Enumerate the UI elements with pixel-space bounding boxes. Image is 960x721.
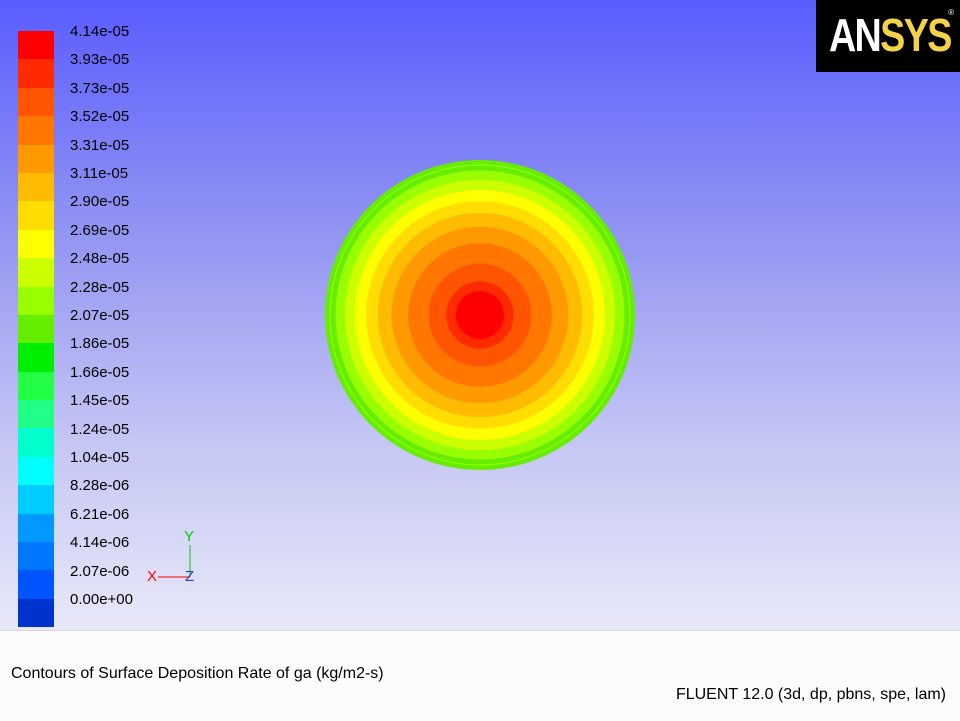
x-axis-label: X — [147, 568, 158, 585]
legend-band — [18, 400, 54, 429]
legend-label: 8.28e-06 — [70, 477, 130, 495]
legend-label: 2.90e-05 — [70, 193, 130, 211]
legend-band — [18, 116, 54, 145]
legend-band — [18, 229, 54, 259]
legend-band — [18, 314, 54, 344]
legend-label: 2.07e-05 — [70, 307, 130, 324]
legend-band — [18, 513, 54, 543]
contour-ring — [456, 291, 504, 339]
legend-label: 1.24e-05 — [70, 420, 130, 438]
legend-band — [18, 371, 54, 401]
legend-label: 1.66e-05 — [70, 363, 130, 381]
legend-label: 3.73e-05 — [70, 79, 130, 97]
legend-label: 3.11e-05 — [70, 165, 129, 182]
legend-label: 4.14e-05 — [70, 23, 130, 40]
legend-band — [18, 456, 54, 486]
legend-band — [18, 172, 54, 202]
legend-label: 2.07e-06 — [70, 562, 130, 580]
legend-label: 3.31e-05 — [70, 136, 130, 154]
legend-band — [18, 570, 54, 599]
legend-label: 3.93e-05 — [70, 51, 130, 69]
legend-band — [18, 542, 54, 571]
y-axis-label: Y — [184, 528, 195, 545]
legend-band — [18, 598, 54, 628]
legend-band — [18, 428, 54, 457]
legend-label: 6.21e-06 — [70, 505, 130, 523]
legend-band — [18, 87, 54, 117]
info-panel: Contours of Surface Deposition Rate of g… — [0, 630, 960, 721]
legend-label: 2.48e-05 — [70, 250, 130, 268]
legend-band — [18, 59, 54, 88]
legend-band — [18, 31, 54, 60]
axis-triad: Y X Z — [140, 525, 220, 595]
legend-label: 3.52e-05 — [70, 108, 130, 126]
legend-band — [18, 286, 54, 315]
solver-version: FLUENT 12.0 (3d, dp, pbns, spe, lam) — [675, 686, 946, 703]
legend-label: 1.04e-05 — [70, 449, 130, 466]
color-legend-bar — [18, 31, 54, 628]
legend-band — [18, 144, 54, 173]
legend-label: 4.14e-06 — [70, 534, 130, 552]
contour-rim — [329, 164, 631, 466]
contour-plot[interactable] — [0, 0, 960, 630]
legend-label: 1.45e-05 — [70, 392, 130, 410]
legend-label: 2.28e-05 — [70, 278, 130, 296]
legend-band — [18, 343, 54, 372]
ansys-logo: ANSYS ® — [816, 0, 960, 72]
legend-band — [18, 485, 54, 514]
legend-band — [18, 258, 54, 287]
legend-label: 0.00e+00 — [70, 591, 133, 608]
plot-caption: Contours of Surface Deposition Rate of g… — [11, 665, 384, 682]
legend-label: 1.86e-05 — [70, 335, 130, 353]
legend-label: 2.69e-05 — [70, 221, 130, 239]
z-axis-label: Z — [185, 568, 195, 585]
legend-band — [18, 201, 54, 230]
graphics-viewport[interactable]: ANSYS ® 4.14e-05 3.93e-05 3.73e-05 3.52e-05… — [0, 0, 960, 630]
